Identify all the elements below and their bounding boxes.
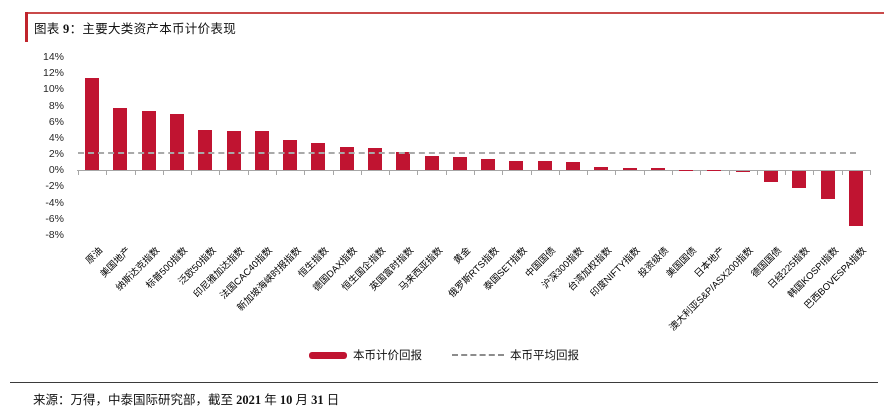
source-note-month: 10: [279, 393, 293, 407]
x-axis-tick: [389, 171, 391, 176]
y-axis-label: 4%: [48, 131, 64, 144]
bar: [85, 78, 100, 171]
bar: [170, 114, 184, 171]
bar: [339, 146, 354, 171]
figure-title-prefix: 图表: [34, 22, 64, 36]
x-axis-tick: [191, 171, 193, 176]
y-axis-label: 6%: [48, 115, 64, 128]
top-red-rule: [25, 12, 884, 14]
bar: [481, 158, 496, 171]
x-axis-tick: [672, 171, 673, 176]
x-axis-tick: [615, 171, 617, 176]
bar: [396, 151, 411, 171]
x-axis-tick: [502, 171, 504, 176]
x-axis-tick: [558, 171, 560, 176]
y-axis-label: 2%: [48, 148, 64, 161]
source-note: 来源：万得，中泰国际研究部，截至 2021 年 10 月 31 日: [33, 389, 339, 408]
x-axis-tick: [643, 171, 645, 176]
x-axis-tick: [841, 171, 843, 176]
x-axis-tick: [417, 171, 419, 176]
bar: [764, 171, 778, 182]
y-axis-label: 14%: [42, 51, 64, 63]
x-axis-tick: [445, 171, 447, 176]
legend-item-average-line: 本币平均回报: [452, 347, 579, 363]
x-axis-tick: [276, 171, 277, 176]
source-note-year-unit: 年: [261, 393, 280, 407]
bar: [141, 111, 156, 171]
y-axis-label: 0%: [48, 164, 64, 177]
bar: [622, 167, 637, 171]
bar: [792, 171, 807, 189]
source-note-month-unit: 月: [292, 393, 312, 407]
x-axis-tick: [360, 171, 362, 176]
title-red-accent-bar: [25, 12, 28, 42]
y-axis-label: 8%: [48, 99, 64, 112]
x-axis-tick: [813, 171, 815, 176]
source-note-day: 31: [311, 393, 324, 407]
bar: [424, 155, 439, 171]
bar: [452, 157, 467, 171]
x-axis-tick: [304, 171, 306, 176]
x-axis-tick: [870, 171, 871, 176]
source-note-day-unit: 日: [323, 393, 340, 407]
x-axis-tick: [247, 171, 249, 176]
average-line-swatch: [452, 354, 504, 356]
bar: [113, 107, 128, 171]
bar: [254, 131, 269, 171]
y-axis-label: -8%: [45, 229, 64, 241]
bar: [311, 142, 326, 171]
x-axis-tick: [106, 171, 108, 176]
bar: [566, 162, 580, 171]
x-axis-tick: [134, 171, 136, 176]
bar: [509, 160, 524, 171]
y-axis-label: -6%: [45, 212, 64, 225]
x-axis-tick: [474, 171, 475, 176]
x-axis-tick: [162, 171, 164, 176]
bar-series-label: 本币计价回报: [353, 350, 422, 362]
y-axis-label: -2%: [45, 180, 64, 193]
bar-series-swatch: [309, 351, 347, 359]
x-axis-category-label: 原油: [84, 245, 106, 267]
y-axis-label: 10%: [42, 83, 64, 96]
y-axis-label: -4%: [45, 196, 64, 209]
bar: [650, 167, 665, 171]
legend-item-bar-series: 本币计价回报: [309, 347, 422, 363]
x-axis-tick: [219, 171, 221, 176]
x-axis-category-label: 黄金: [451, 245, 473, 267]
x-axis-tick: [785, 171, 787, 176]
figure-title: 图表 9：主要大类资产本币计价表现: [34, 18, 236, 37]
y-axis-label: 12%: [42, 67, 64, 80]
bar: [820, 171, 835, 199]
bar: [226, 130, 241, 171]
average-return-dashed-line: [78, 152, 856, 155]
x-axis-line: [77, 170, 871, 172]
x-axis-category-label: 投资级债: [636, 245, 671, 280]
footer-rule: [10, 382, 878, 383]
x-axis-tick: [700, 171, 702, 176]
bar: [848, 171, 863, 227]
x-axis-tick: [530, 171, 532, 176]
bar: [368, 147, 382, 171]
chart-legend: 本币计价回报 本币平均回报: [0, 347, 888, 363]
x-axis-tick: [332, 171, 334, 176]
figure-number: 9: [63, 22, 70, 36]
x-axis-tick: [587, 171, 589, 176]
bar: [198, 129, 213, 171]
bar: [537, 161, 552, 171]
x-axis-tick: [756, 171, 758, 176]
bar: [283, 140, 298, 171]
x-axis-tick: [78, 171, 79, 176]
source-note-year: 2021: [236, 393, 262, 407]
x-axis-tick: [728, 171, 730, 176]
figure-title-text: ：主要大类资产本币计价表现: [69, 22, 236, 36]
bar: [594, 167, 609, 171]
average-line-label: 本币平均回报: [510, 350, 579, 362]
source-note-prefix: 来源：万得，中泰国际研究部，截至: [33, 393, 237, 407]
